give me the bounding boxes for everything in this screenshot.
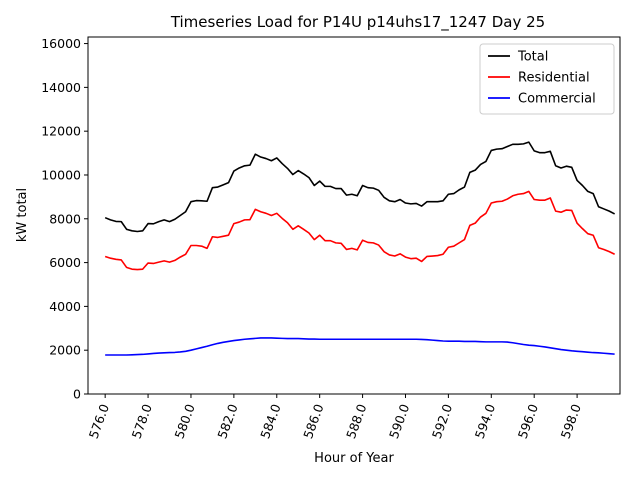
legend-label-total: Total xyxy=(517,50,548,65)
legend: Total Residential Commercial xyxy=(479,43,615,115)
y-axis: 0 2000 4000 6000 8000 10000 12000 14000 16000 xyxy=(41,36,88,402)
legend-label-commercial: Commercial xyxy=(518,92,596,107)
y-tick-label: 16000 xyxy=(41,36,81,51)
x-axis-label: Hour of Year xyxy=(314,451,394,466)
y-axis-label: kW total xyxy=(15,188,30,242)
y-tick-label: 2000 xyxy=(49,343,81,358)
x-tick-label: 584.0 xyxy=(257,402,283,441)
y-tick-label: 6000 xyxy=(49,255,81,270)
x-tick-label: 598.0 xyxy=(558,402,584,441)
y-tick-label: 12000 xyxy=(41,124,81,139)
y-tick-label: 8000 xyxy=(49,211,81,226)
x-tick-label: 582.0 xyxy=(214,402,240,441)
y-tick-label: 4000 xyxy=(49,299,81,314)
x-tick-label: 576.0 xyxy=(86,402,112,441)
legend-label-residential: Residential xyxy=(518,71,590,86)
plot-frame xyxy=(87,36,621,395)
x-tick-label: 578.0 xyxy=(129,402,155,441)
series-line-commercial xyxy=(105,337,615,356)
x-tick-label: 590.0 xyxy=(386,402,412,441)
x-tick-label: 592.0 xyxy=(429,402,455,441)
y-tick-label: 14000 xyxy=(41,80,81,95)
x-tick-label: 580.0 xyxy=(171,402,197,441)
x-tick-label: 594.0 xyxy=(472,402,498,441)
x-tick-label: 596.0 xyxy=(515,402,541,441)
chart-title: Timeseries Load for P14U p14uhs17_1247 D… xyxy=(170,13,545,32)
x-axis: 576.0 578.0 580.0 582.0 584.0 586.0 588.0 590.0… xyxy=(86,394,584,441)
plot-area xyxy=(87,36,621,395)
y-tick-label: 0 xyxy=(73,387,81,402)
x-tick-label: 586.0 xyxy=(300,402,326,441)
series-line-total xyxy=(104,141,616,233)
legend-box xyxy=(479,43,615,115)
x-tick-label: 588.0 xyxy=(343,402,369,441)
y-tick-label: 10000 xyxy=(41,167,81,182)
series-line-residential xyxy=(104,190,615,271)
